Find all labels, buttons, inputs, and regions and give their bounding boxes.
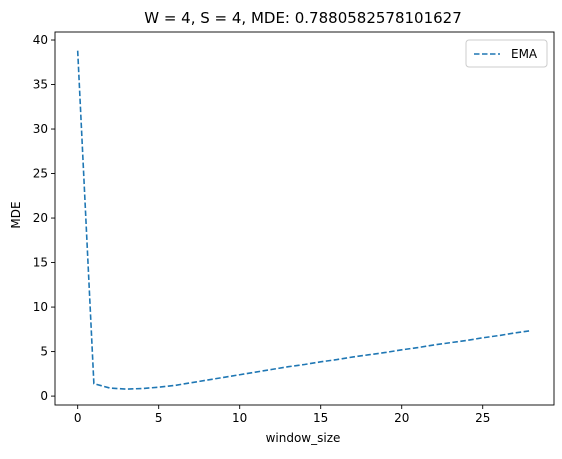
y-tick-label: 0 xyxy=(40,389,48,403)
y-tick-label: 35 xyxy=(33,78,48,92)
x-tick-label: 15 xyxy=(313,411,328,425)
legend-label: EMA xyxy=(511,47,538,61)
y-tick-label: 30 xyxy=(33,122,48,136)
y-tick-label: 20 xyxy=(33,211,48,225)
series-line-ema xyxy=(76,50,532,390)
legend: EMA xyxy=(465,39,548,68)
x-tick-label: 25 xyxy=(475,411,490,425)
y-tick-label: 40 xyxy=(33,33,48,47)
x-tick-label: 0 xyxy=(74,411,82,425)
chart-title: W = 4, S = 4, MDE: 0.7880582578101627 xyxy=(144,9,462,27)
plot-area: 0 5 10 15 20 25 0 5 10 15 20 25 30 35 40 xyxy=(33,31,555,425)
x-tick-label: 5 xyxy=(155,411,163,425)
y-tick-label: 10 xyxy=(33,300,48,314)
x-axis-label: window_size xyxy=(266,431,341,445)
x-tick-label: 10 xyxy=(232,411,247,425)
legend-box xyxy=(465,39,548,68)
x-tick-label: 20 xyxy=(394,411,409,425)
y-axis-label: MDE xyxy=(9,201,23,228)
y-tick-label: 5 xyxy=(40,345,48,359)
y-tick-label: 15 xyxy=(33,256,48,270)
axes-frame xyxy=(54,31,555,406)
y-tick-label: 25 xyxy=(33,167,48,181)
